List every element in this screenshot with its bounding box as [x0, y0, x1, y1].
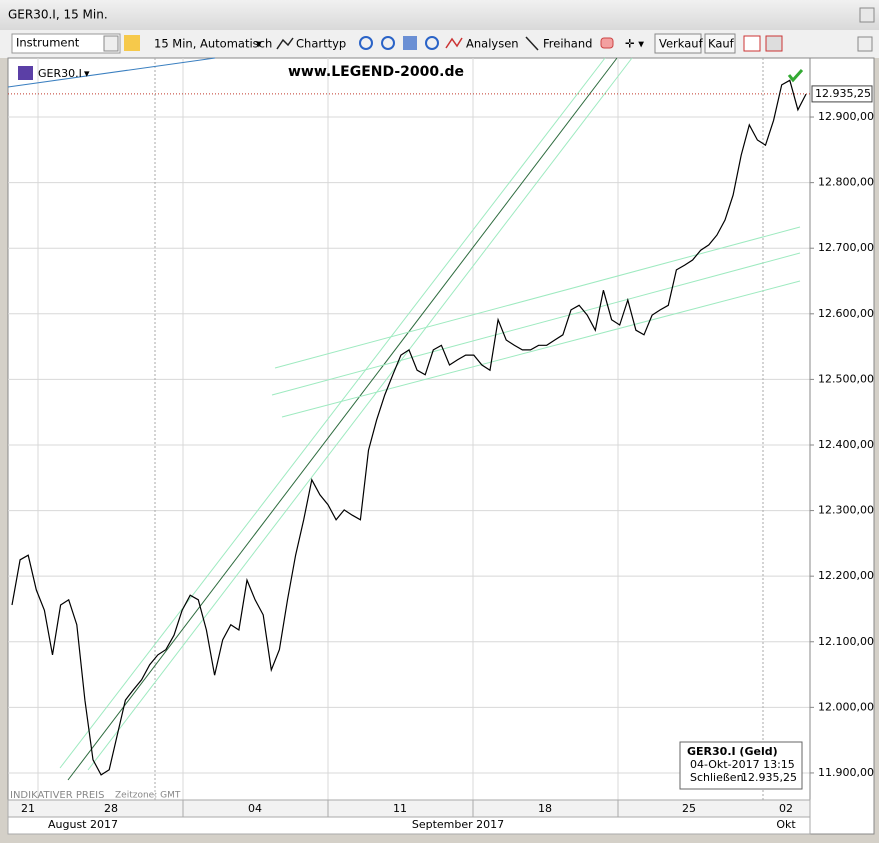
- y-tick-label: 12.200,00: [818, 569, 874, 582]
- trend-line: [67, 57, 618, 781]
- footer-note: INDIKATIVER PREIS: [10, 790, 104, 801]
- day-label: 04: [248, 802, 262, 815]
- price-line: [11, 79, 807, 776]
- instrument-placeholder: Instrument: [16, 36, 80, 50]
- crosshair[interactable]: ✛ ▾: [625, 37, 644, 51]
- day-label: 18: [538, 802, 552, 815]
- y-tick-label: 12.100,00: [818, 635, 874, 648]
- timezone: Zeitzone: GMT: [115, 791, 181, 801]
- y-tick-label: 12.600,00: [818, 307, 874, 320]
- instrument-input[interactable]: [11, 33, 121, 54]
- day-label: 02: [779, 802, 793, 815]
- charttype-menu[interactable]: Charttyp: [296, 37, 346, 51]
- icon[interactable]: [124, 35, 140, 51]
- zoom-out[interactable]: [381, 36, 395, 50]
- analyses-menu[interactable]: Analysen: [466, 37, 519, 51]
- info-box: [679, 741, 803, 790]
- last-price-label: 12.935,25: [815, 87, 871, 100]
- month-label: September 2017: [412, 818, 504, 831]
- day-label: 25: [682, 802, 696, 815]
- sell-button[interactable]: [654, 33, 702, 54]
- info-time: 04-Okt-2017 13:15: [690, 758, 795, 771]
- y-tick-label: 11.900,00: [818, 766, 874, 779]
- trend-line: [59, 57, 606, 769]
- interval-menu[interactable]: 15 Min, Automatisch: [154, 37, 272, 51]
- window-button[interactable]: [857, 36, 873, 52]
- dropdown-arrow: ▾: [256, 37, 262, 51]
- month-axis: [7, 816, 811, 835]
- icon[interactable]: [600, 37, 614, 49]
- icon[interactable]: [425, 36, 439, 50]
- y-tick-label: 12.500,00: [818, 372, 874, 385]
- zoom-in[interactable]: [359, 36, 373, 50]
- day-label: 21: [21, 802, 35, 815]
- icon[interactable]: [403, 36, 417, 50]
- buy-label: Kauf: [708, 37, 735, 51]
- y-tick-label: 12.400,00: [818, 438, 874, 451]
- info-close-label: Schließen: [690, 771, 744, 784]
- y-tick-label: 12.300,00: [818, 504, 874, 517]
- day-label: 28: [104, 802, 118, 815]
- icon: [525, 36, 539, 51]
- watermark: www.LEGEND-2000.de: [288, 64, 464, 80]
- trend-line: [87, 57, 633, 771]
- symbol-label[interactable]: GER30.I: [38, 67, 82, 80]
- freehand-menu[interactable]: Freihand: [543, 37, 592, 51]
- day-label: 11: [393, 802, 407, 815]
- symbol-icon: [18, 66, 33, 80]
- window-button[interactable]: [859, 7, 875, 23]
- chart-panel: [7, 57, 875, 835]
- icon[interactable]: [743, 35, 761, 52]
- month-label: Okt: [776, 818, 796, 831]
- info-title: GER30.I (Geld): [687, 745, 778, 758]
- trend-line: [7, 57, 216, 88]
- icon[interactable]: [765, 35, 783, 52]
- info-close-value: 12.935,25: [741, 771, 797, 784]
- check-icon: [787, 68, 804, 83]
- y-tick-label: 12.800,00: [818, 176, 874, 189]
- icon: [276, 37, 294, 50]
- y-tick-label: 12.900,00: [818, 110, 874, 123]
- buy-button[interactable]: [704, 33, 736, 54]
- instrument-button[interactable]: [103, 35, 119, 52]
- channel-line: [271, 252, 801, 396]
- channel-line: [274, 226, 801, 369]
- month-label: August 2017: [48, 818, 118, 831]
- grid: [8, 58, 810, 834]
- sell-label: Verkauf: [659, 37, 704, 51]
- y-tick-label: 12.000,00: [818, 700, 874, 713]
- window-title: GER30.I, 15 Min.: [8, 8, 108, 22]
- icon: [445, 37, 463, 49]
- title-bar: [0, 0, 879, 30]
- y-tick-label: 12.700,00: [818, 241, 874, 254]
- dropdown-arrow: ▾: [84, 67, 90, 80]
- channel-line: [281, 280, 801, 418]
- last-price-box: [811, 85, 873, 103]
